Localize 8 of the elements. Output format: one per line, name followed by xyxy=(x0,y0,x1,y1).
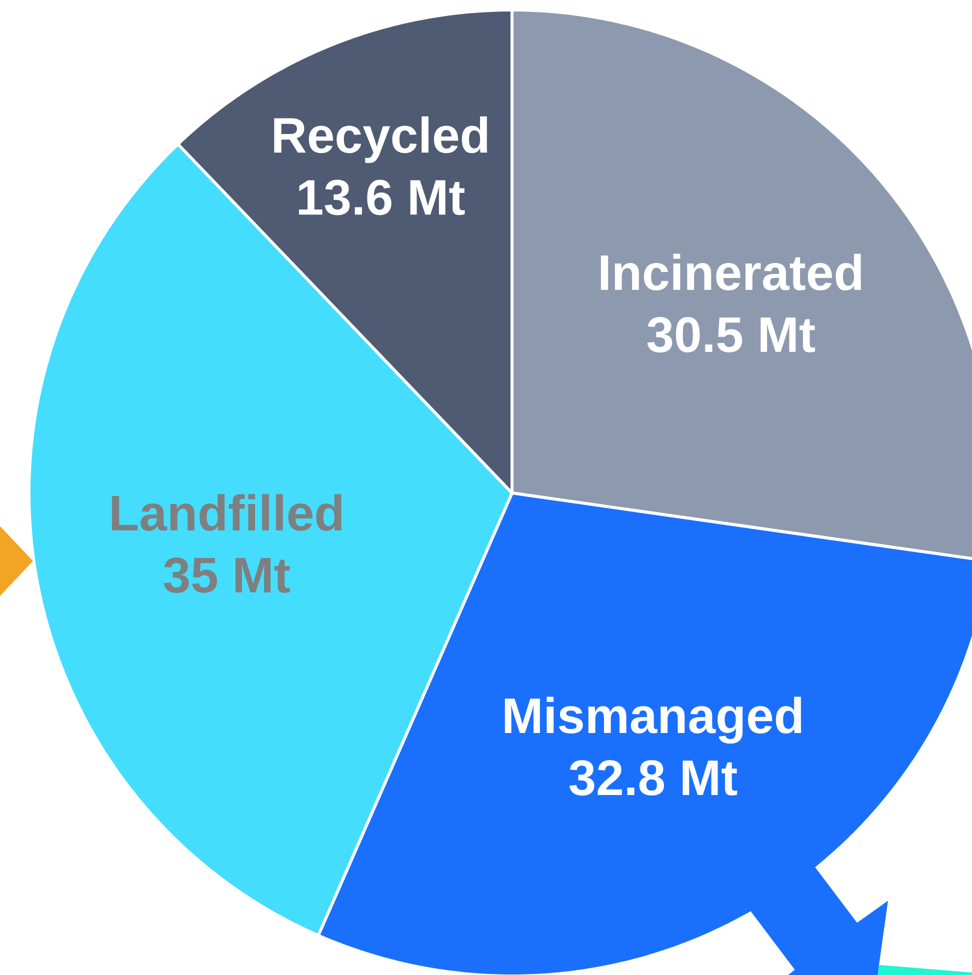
data-label: 35 Mt xyxy=(164,558,290,593)
slice-label: Recycled xyxy=(274,116,488,163)
data-label: 32.8 Mt xyxy=(569,760,738,796)
slice-label: Landfilled xyxy=(112,494,342,531)
slice-label: Incinerated xyxy=(600,254,862,290)
slice-label: Mismanaged xyxy=(504,696,802,744)
data-label: 30.5 Mt xyxy=(647,317,816,352)
data-label: 13.6 Mt xyxy=(299,180,465,216)
